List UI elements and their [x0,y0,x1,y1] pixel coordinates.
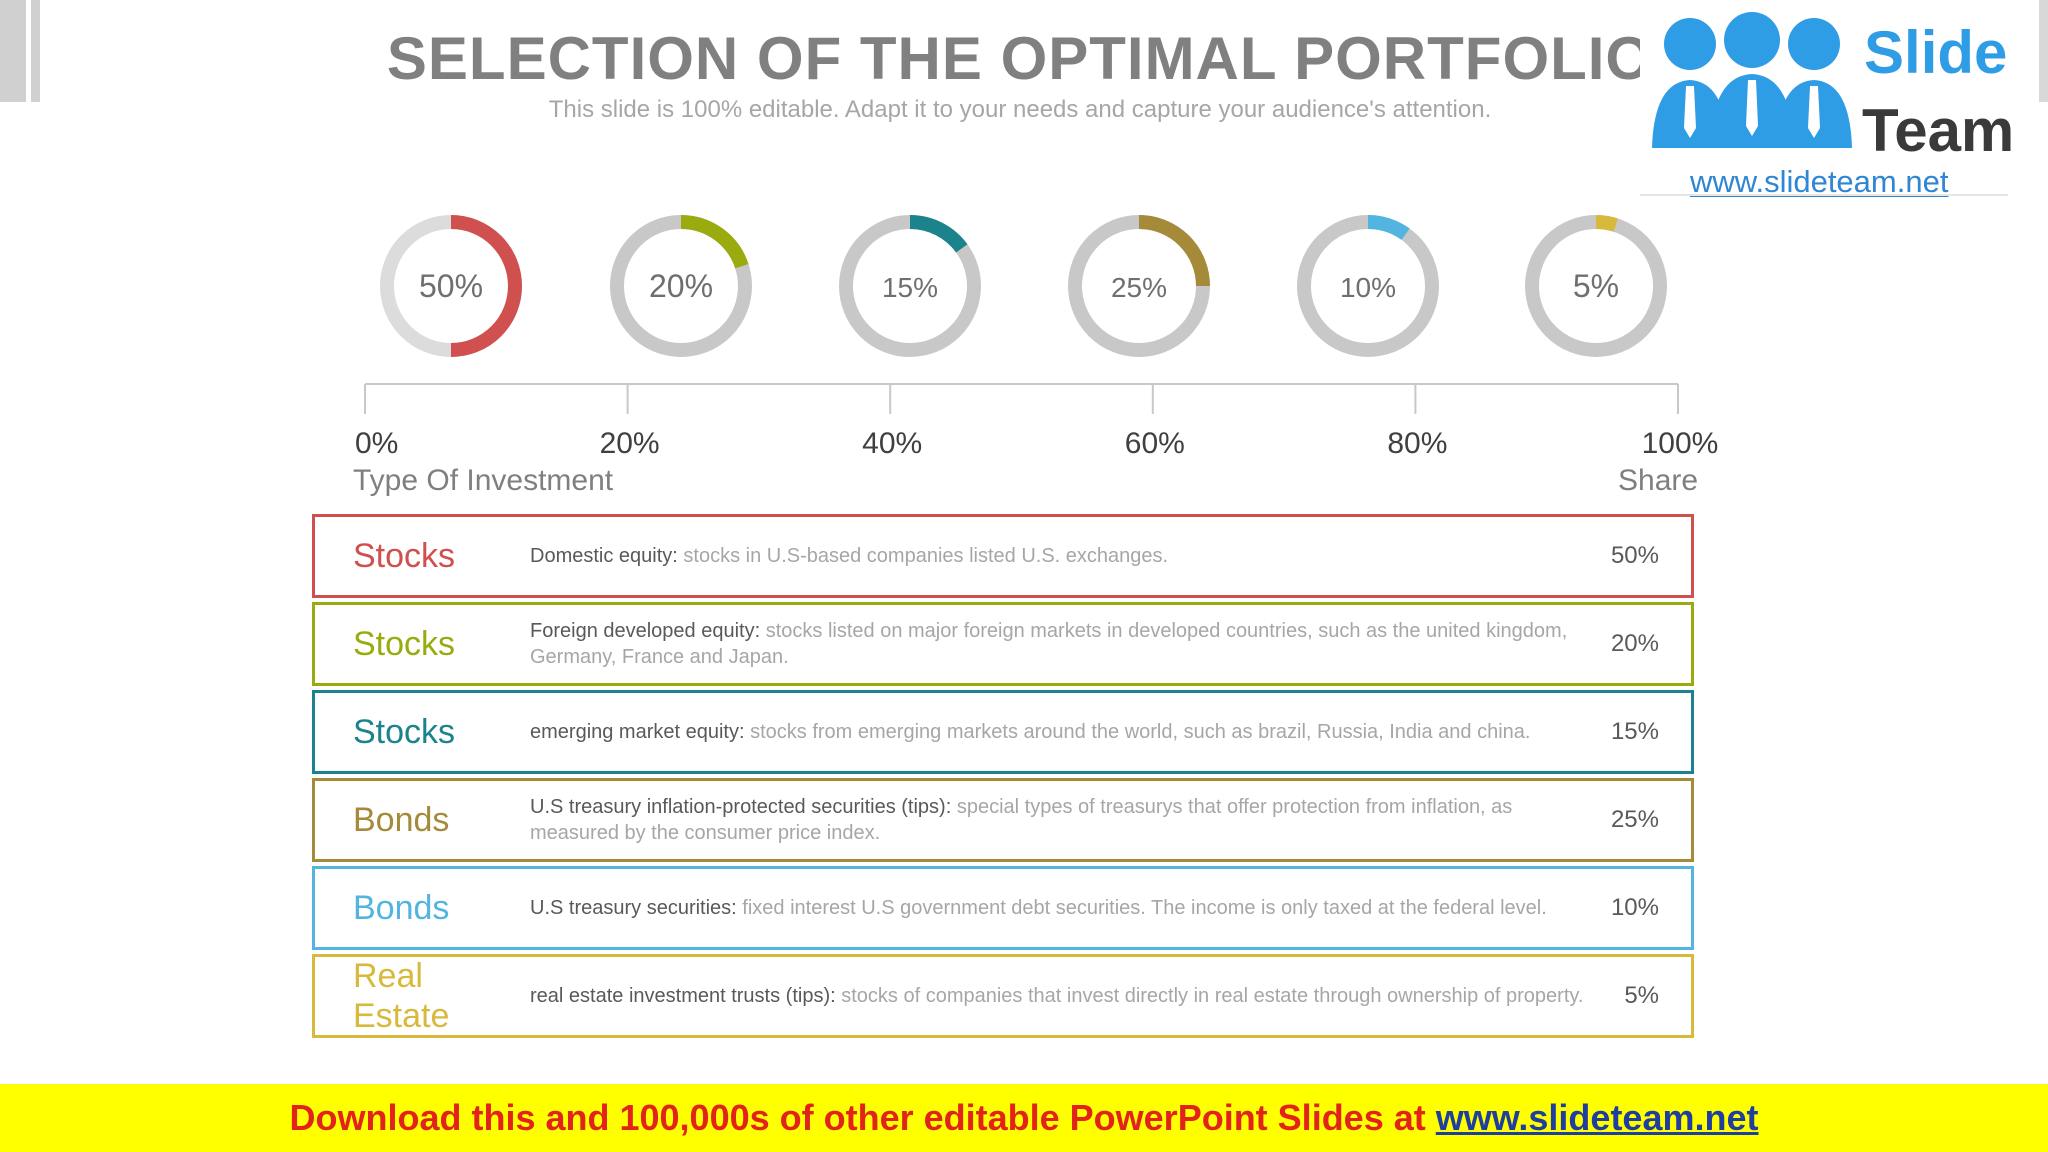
type-of-investment-header: Type Of Investment [353,464,614,497]
investment-share: 25% [1610,806,1659,833]
investment-type: Real Estate [353,957,450,1035]
donut-arc-0 [450,215,522,357]
axis-tick-label-3: 60% [1125,427,1185,460]
investment-description-lead: U.S treasury securities: [530,897,737,919]
investment-description-lead: real estate investment trusts (tips): [530,985,836,1007]
investment-description-text: stocks of companies that invest directly… [835,985,1584,1007]
investment-description-text: stocks from emerging markets around the … [744,721,1531,743]
investment-share: 5% [1624,982,1659,1009]
download-banner: Download this and 100,000s of other edit… [0,1084,2048,1152]
banner-text-line: Download this and 100,000s of other edit… [0,1084,2048,1152]
investment-description: Domestic equity: stocks in U.S-based com… [530,517,1590,595]
donut-value-label-3: 25% [1111,272,1167,303]
donut-arc-3 [1138,215,1210,287]
investment-row: Bonds U.S treasury securities: fixed int… [312,866,1694,950]
investment-description-text: fixed interest U.S government debt secur… [736,897,1547,919]
corner-bar-left-thin [31,0,40,102]
investment-row: Stocks Foreign developed equity: stocks l… [312,602,1694,686]
axis-tick-label-5: 100% [1642,427,1719,460]
corner-bar-left [0,0,26,102]
logo-word-team: Team [1862,97,2015,164]
donut-arc-5 [1595,215,1618,232]
investment-row: Real Estate real estate investment trust… [312,954,1694,1038]
donut-value-label-4: 10% [1340,272,1396,303]
investment-row: Stocks emerging market equity: stocks fr… [312,690,1694,774]
corner-bar-right [2039,0,2048,102]
investment-type: Stocks [353,713,456,751]
donut-value-label-5: 5% [1573,268,1619,304]
banner-link[interactable]: www.slideteam.net [1435,1097,1759,1138]
donut-arc-1 [680,215,749,269]
share-header: Share [1618,464,1699,497]
logo-word-slide: Slide [1864,19,2008,86]
investment-row: Stocks Domestic equity: stocks in U.S-bas… [312,514,1694,598]
axis-tick-label-2: 40% [862,427,922,460]
investment-description: emerging market equity: stocks from emer… [530,693,1590,771]
investment-share: 10% [1610,894,1659,921]
investment-type: Stocks [353,625,456,663]
investment-description-lead: emerging market equity: [530,721,745,743]
axis-tick-label-4: 80% [1387,427,1447,460]
slideteam-logo[interactable]: Slide Team www.slideteam.net [1640,0,2014,199]
investment-description-text: special types of treasurys that offer pr… [530,796,1513,844]
investment-description: U.S treasury securities: fixed interest … [530,869,1590,947]
people-icon [1652,12,1852,148]
slide-title: SELECTION OF THE OPTIMAL PORTFOLIO [386,25,1654,92]
investment-description-text: stocks in U.S-based companies listed U.S… [677,545,1169,567]
investment-type: Stocks [353,537,456,575]
investment-description: Foreign developed equity: stocks listed … [530,605,1590,683]
axis-tick-label-1: 20% [600,427,660,460]
investment-row: Bonds U.S treasury inflation-protected s… [312,778,1694,862]
slide-subtitle: This slide is 100% editable. Adapt it to… [548,96,1492,123]
banner-text: Download this and 100,000s of other edit… [289,1097,1426,1138]
investment-share: 50% [1610,542,1659,569]
axis-tick-label-0: 0% [355,427,398,460]
investment-description-lead: Foreign developed equity: [530,620,761,642]
logo-divider [1640,194,2008,196]
investment-share: 20% [1610,630,1659,657]
donut-value-label-0: 50% [419,268,483,304]
logo-url-link[interactable]: www.slideteam.net [1690,164,1949,199]
donut-arc-4 [1367,215,1410,241]
investment-description-lead: Domestic equity: [530,545,678,567]
investment-type: Bonds [353,889,450,927]
portfolio-donut-chart: 50% 20% 15% 25% 10% 5% 0% 20% 40% 60% 80% 100% [355,215,1719,460]
donut-value-label-1: 20% [649,268,713,304]
investment-share: 15% [1610,718,1659,745]
investment-description: real estate investment trusts (tips): st… [530,957,1590,1035]
investment-type: Bonds [353,801,450,839]
investment-description: U.S treasury inflation-protected securit… [530,781,1590,859]
donut-value-label-2: 15% [882,272,938,303]
investment-description-text: stocks listed on major foreign markets i… [530,620,1568,668]
investment-description-lead: U.S treasury inflation-protected securit… [530,796,952,818]
donut-arc-2 [909,215,968,253]
